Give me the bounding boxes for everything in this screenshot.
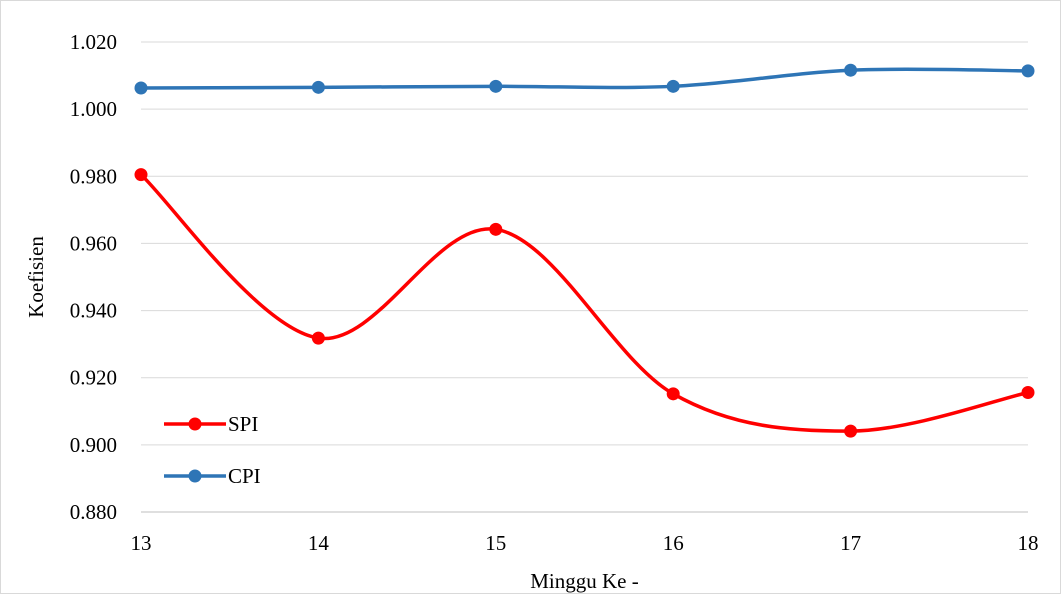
y-tick-label: 0.980 <box>70 164 117 188</box>
series-layer <box>134 63 1035 438</box>
legend-label: CPI <box>228 464 261 488</box>
x-tick-label: 16 <box>663 531 684 555</box>
series-cpi <box>134 63 1035 95</box>
y-tick-label: 0.920 <box>70 366 117 390</box>
data-point-cpi <box>134 81 148 95</box>
legend-swatch-marker <box>188 417 202 431</box>
x-axis-tick-labels: 13 14 15 16 17 18 <box>131 531 1039 555</box>
data-point-spi <box>311 331 325 345</box>
data-point-cpi <box>844 63 858 77</box>
y-tick-label: 0.880 <box>70 500 117 524</box>
x-axis-title: Minggu Ke - <box>530 569 639 593</box>
y-tick-label: 0.940 <box>70 299 117 323</box>
x-tick-label: 15 <box>485 531 506 555</box>
series-line-cpi <box>139 67 1030 90</box>
x-tick-label: 18 <box>1018 531 1039 555</box>
y-tick-label: 0.960 <box>70 231 117 255</box>
legend: SPI CPI <box>164 412 261 488</box>
data-point-cpi <box>311 80 325 94</box>
y-axis-title: Koefisien <box>24 236 48 318</box>
y-tick-label: 0.900 <box>70 433 117 457</box>
y-tick-label: 1.020 <box>70 30 117 54</box>
data-point-spi <box>844 424 858 438</box>
series-line-spi <box>139 172 1030 433</box>
y-tick-label: 1.000 <box>70 97 117 121</box>
series-spi <box>134 168 1035 438</box>
data-point-spi <box>134 168 148 182</box>
legend-item-spi: SPI <box>164 412 258 436</box>
legend-label: SPI <box>228 412 258 436</box>
data-point-spi <box>666 387 680 401</box>
data-point-spi <box>489 222 503 236</box>
gridlines <box>141 41 1028 513</box>
data-point-cpi <box>1021 64 1035 78</box>
x-tick-label: 13 <box>131 531 152 555</box>
legend-swatch-marker <box>188 469 202 483</box>
data-point-cpi <box>666 79 680 93</box>
data-point-cpi <box>489 79 503 93</box>
data-point-spi <box>1021 385 1035 399</box>
x-tick-label: 17 <box>840 531 861 555</box>
x-tick-label: 14 <box>308 531 330 555</box>
legend-item-cpi: CPI <box>164 464 261 488</box>
y-axis-tick-labels: 0.880 0.900 0.920 0.940 0.960 0.980 1.000 1.020 <box>70 30 117 524</box>
